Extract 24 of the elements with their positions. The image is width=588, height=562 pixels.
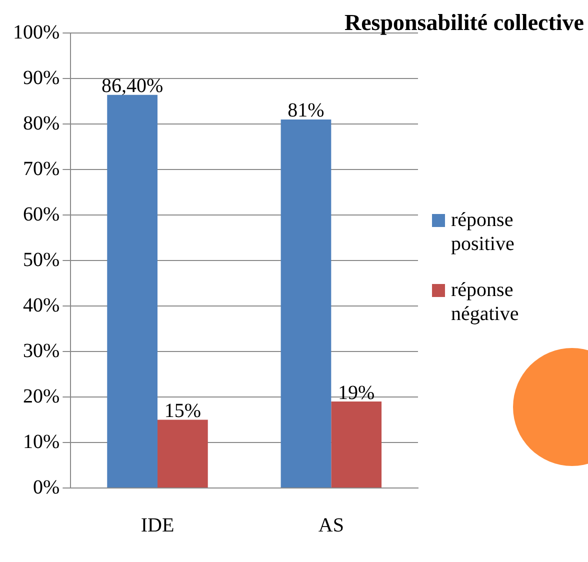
text: Responsabilité collective: [344, 10, 584, 36]
y-tick-label: 0%: [32, 476, 60, 498]
x-tick-label: AS: [318, 514, 344, 536]
bar: [280, 119, 332, 488]
data-label: 81%: [288, 100, 324, 122]
bar: [157, 420, 208, 488]
y-tick-label: 80%: [22, 112, 60, 134]
y-tick-label: 70%: [22, 158, 60, 180]
y-tick-label: 90%: [22, 66, 60, 89]
data-label: 19%: [338, 382, 375, 404]
y-tick-label: 60%: [22, 203, 60, 226]
data-label: 86,40%: [101, 75, 164, 98]
y-tick-label: 20%: [22, 385, 60, 408]
y-tick-label: 30%: [22, 340, 60, 362]
bar: [331, 402, 382, 488]
y-tick-label: 40%: [22, 294, 60, 316]
y-tick-label: 10%: [22, 430, 60, 453]
bar: [107, 94, 158, 488]
data-label: 15%: [164, 400, 202, 422]
y-tick-label: 50%: [22, 248, 60, 271]
legend-label: réponse négative: [451, 278, 520, 326]
y-tick-label: 100%: [12, 21, 60, 44]
x-tick-label: IDE: [140, 514, 174, 536]
legend-label: réponse positive: [451, 208, 516, 256]
